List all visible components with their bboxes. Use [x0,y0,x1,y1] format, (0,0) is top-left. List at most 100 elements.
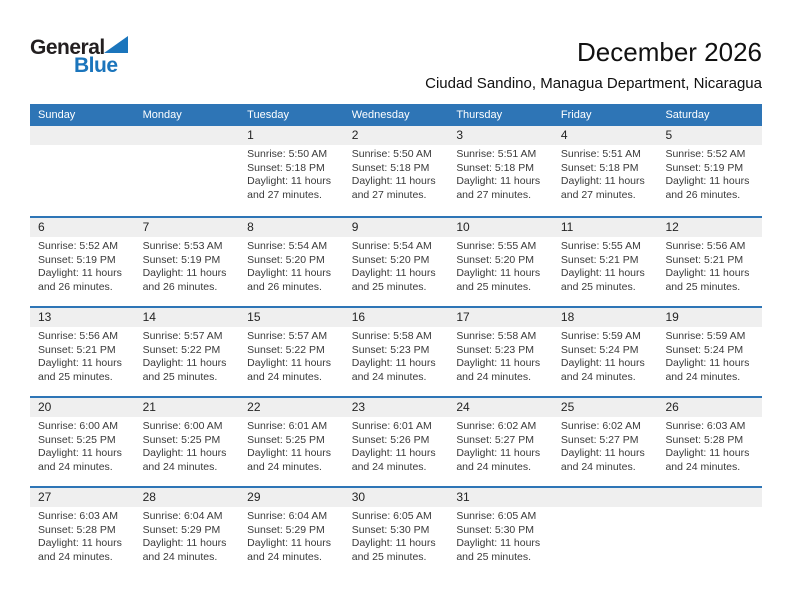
day-details: Sunrise: 5:53 AM Sunset: 5:19 PM Daylight:… [135,237,240,294]
day-details: Sunrise: 6:01 AM Sunset: 5:26 PM Daylight:… [344,417,449,474]
sunset-text: Sunset: 5:21 PM [665,253,744,266]
sunrise-text: Sunrise: 5:51 AM [560,148,641,160]
day-cell: 9 Sunrise: 5:54 AM Sunset: 5:20 PM Daylight… [343,218,449,306]
weekday-header-saturday: Saturday [665,109,710,121]
week-row: 6 Sunrise: 5:52 AM Sunset: 5:19 PM Daylight… [30,216,763,306]
sunset-text: Sunset: 5:19 PM [38,253,116,266]
day-number: 3 [448,126,553,145]
weekday-header-sunday: Sunday [38,109,76,121]
day-details: Sunrise: 5:58 AM Sunset: 5:23 PM Daylight:… [344,327,449,384]
sunrise-text: Sunrise: 5:59 AM [560,330,641,342]
sunset-text: Sunset: 5:25 PM [247,433,325,446]
day-cell: 24 Sunrise: 6:02 AM Sunset: 5:27 PM Dayligh… [448,398,553,486]
day-cell: 27 Sunrise: 6:03 AM Sunset: 5:28 PM Dayligh… [30,488,135,576]
daylight-text: Daylight: 11 hours and 26 minutes. [665,175,750,201]
sunset-text: Sunset: 5:18 PM [560,161,639,174]
day-number: 8 [239,218,344,237]
sunrise-text: Sunrise: 5:54 AM [351,240,432,252]
daylight-text: Daylight: 11 hours and 25 minutes. [456,537,541,563]
daylight-text: Daylight: 11 hours and 24 minutes. [38,447,122,473]
sunset-text: Sunset: 5:30 PM [456,523,534,536]
day-number: 17 [448,308,553,327]
sunset-text: Sunset: 5:20 PM [456,253,534,266]
day-details: Sunrise: 5:56 AM Sunset: 5:21 PM Daylight:… [657,237,762,294]
sunset-text: Sunset: 5:25 PM [142,433,221,446]
day-cell: 6 Sunrise: 5:52 AM Sunset: 5:19 PM Daylight… [30,218,135,306]
day-cell: 5 Sunrise: 5:52 AM Sunset: 5:19 PM Daylight… [657,126,763,216]
title-block: December 2026 Ciudad Sandino, Managua De… [425,34,762,92]
day-details: Sunrise: 6:00 AM Sunset: 5:25 PM Daylight:… [30,417,135,474]
day-cell: 26 Sunrise: 6:03 AM Sunset: 5:28 PM Dayligh… [657,398,763,486]
day-cell: 2 Sunrise: 5:50 AM Sunset: 5:18 PM Daylight… [343,126,449,216]
day-number [657,488,763,507]
week-row: 27 Sunrise: 6:03 AM Sunset: 5:28 PM Dayligh… [30,486,763,576]
day-number: 12 [657,218,763,237]
sunset-text: Sunset: 5:22 PM [142,343,221,356]
sunset-text: Sunset: 5:26 PM [351,433,430,446]
day-details: Sunrise: 5:58 AM Sunset: 5:23 PM Daylight:… [448,327,553,384]
sunrise-text: Sunrise: 5:55 AM [456,240,537,252]
sunrise-text: Sunrise: 5:53 AM [142,240,223,252]
daylight-text: Daylight: 11 hours and 25 minutes. [351,537,436,563]
day-cell: 28 Sunrise: 6:04 AM Sunset: 5:29 PM Dayligh… [134,488,240,576]
sunset-text: Sunset: 5:24 PM [665,343,744,356]
day-cell: 23 Sunrise: 6:01 AM Sunset: 5:26 PM Dayligh… [343,398,449,486]
day-details: Sunrise: 5:54 AM Sunset: 5:20 PM Daylight:… [344,237,449,294]
sunrise-text: Sunrise: 6:02 AM [456,420,537,432]
day-number: 14 [134,308,240,327]
sunset-text: Sunset: 5:24 PM [560,343,639,356]
sunset-text: Sunset: 5:28 PM [38,523,116,536]
sunrise-text: Sunrise: 6:05 AM [351,510,432,522]
day-number: 20 [30,398,135,417]
day-number: 4 [552,126,658,145]
sunrise-text: Sunrise: 5:55 AM [560,240,641,252]
sunset-text: Sunset: 5:19 PM [142,253,221,266]
day-cell: 31 Sunrise: 6:05 AM Sunset: 5:30 PM Dayligh… [448,488,553,576]
sunset-text: Sunset: 5:20 PM [247,253,325,266]
daylight-text: Daylight: 11 hours and 24 minutes. [247,447,332,473]
daylight-text: Daylight: 11 hours and 24 minutes. [351,447,436,473]
sunset-text: Sunset: 5:20 PM [351,253,430,266]
day-cell: 16 Sunrise: 5:58 AM Sunset: 5:23 PM Dayligh… [343,308,449,396]
day-details: Sunrise: 6:03 AM Sunset: 5:28 PM Daylight:… [657,417,762,474]
day-cell: 21 Sunrise: 6:00 AM Sunset: 5:25 PM Dayligh… [134,398,240,486]
day-number: 28 [134,488,240,507]
page-header: General Blue December 2026 Ciudad Sandin… [30,34,762,104]
day-number: 18 [552,308,658,327]
sunrise-text: Sunrise: 6:01 AM [247,420,328,432]
day-number: 29 [239,488,344,507]
sunset-text: Sunset: 5:21 PM [38,343,116,356]
daylight-text: Daylight: 11 hours and 27 minutes. [456,175,541,201]
daylight-text: Daylight: 11 hours and 24 minutes. [560,447,645,473]
day-details: Sunrise: 5:51 AM Sunset: 5:18 PM Daylight:… [448,145,553,202]
sunrise-text: Sunrise: 6:05 AM [456,510,537,522]
sunset-text: Sunset: 5:18 PM [247,161,325,174]
day-cell-empty [657,488,763,576]
week-row: 13 Sunrise: 5:56 AM Sunset: 5:21 PM Dayligh… [30,306,763,396]
sunrise-text: Sunrise: 5:58 AM [351,330,432,342]
sunrise-text: Sunrise: 6:03 AM [38,510,118,522]
day-number: 13 [30,308,135,327]
daylight-text: Daylight: 11 hours and 24 minutes. [560,357,645,383]
sunrise-text: Sunrise: 6:00 AM [142,420,223,432]
daylight-text: Daylight: 11 hours and 26 minutes. [142,267,227,293]
sunrise-text: Sunrise: 5:51 AM [456,148,537,160]
sunrise-text: Sunrise: 5:50 AM [351,148,432,160]
sunrise-text: Sunrise: 6:01 AM [351,420,432,432]
day-cell: 22 Sunrise: 6:01 AM Sunset: 5:25 PM Dayligh… [239,398,344,486]
day-cell: 1 Sunrise: 5:50 AM Sunset: 5:18 PM Daylight… [239,126,344,216]
day-cell: 19 Sunrise: 5:59 AM Sunset: 5:24 PM Dayligh… [657,308,763,396]
day-number: 31 [448,488,553,507]
day-cell: 17 Sunrise: 5:58 AM Sunset: 5:23 PM Dayligh… [448,308,553,396]
calendar-grid: 1 Sunrise: 5:50 AM Sunset: 5:18 PM Daylight… [30,126,763,576]
sunrise-text: Sunrise: 6:00 AM [38,420,118,432]
day-number: 5 [657,126,763,145]
day-details: Sunrise: 5:57 AM Sunset: 5:22 PM Daylight:… [239,327,344,384]
day-number: 15 [239,308,344,327]
day-details: Sunrise: 5:52 AM Sunset: 5:19 PM Daylight:… [30,237,135,294]
day-cell: 29 Sunrise: 6:04 AM Sunset: 5:29 PM Dayligh… [239,488,344,576]
logo-line-1: General [30,36,128,58]
day-details: Sunrise: 6:05 AM Sunset: 5:30 PM Daylight:… [448,507,553,564]
sunrise-text: Sunrise: 6:02 AM [560,420,641,432]
day-details: Sunrise: 6:00 AM Sunset: 5:25 PM Daylight:… [135,417,240,474]
